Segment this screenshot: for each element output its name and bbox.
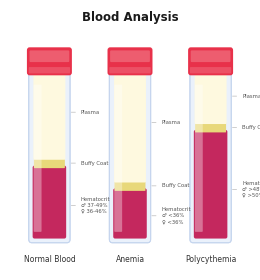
Text: Hematocrit
♂ >48%
♀ >50%: Hematocrit ♂ >48% ♀ >50% bbox=[232, 181, 260, 198]
FancyBboxPatch shape bbox=[190, 67, 231, 73]
FancyBboxPatch shape bbox=[109, 67, 151, 73]
Text: Buffy Coat: Buffy Coat bbox=[232, 125, 260, 130]
Text: Blood Analysis: Blood Analysis bbox=[82, 11, 178, 24]
Text: Plasma: Plasma bbox=[232, 94, 260, 99]
FancyBboxPatch shape bbox=[114, 73, 146, 183]
FancyBboxPatch shape bbox=[195, 122, 226, 132]
FancyBboxPatch shape bbox=[34, 85, 42, 232]
FancyBboxPatch shape bbox=[191, 50, 231, 62]
FancyBboxPatch shape bbox=[29, 68, 70, 243]
FancyBboxPatch shape bbox=[194, 73, 227, 124]
FancyBboxPatch shape bbox=[114, 85, 122, 232]
Text: Hematocrit
♂ 37-49%
♀ 36-46%: Hematocrit ♂ 37-49% ♀ 36-46% bbox=[71, 197, 110, 214]
FancyBboxPatch shape bbox=[109, 68, 151, 243]
FancyBboxPatch shape bbox=[113, 188, 147, 239]
Text: Buffy Coat: Buffy Coat bbox=[71, 161, 108, 165]
FancyBboxPatch shape bbox=[108, 47, 152, 75]
Text: Plasma: Plasma bbox=[71, 110, 100, 115]
Text: Hematocrit
♂ <36%
♀ <36%: Hematocrit ♂ <36% ♀ <36% bbox=[152, 207, 191, 224]
FancyBboxPatch shape bbox=[34, 73, 66, 160]
FancyBboxPatch shape bbox=[194, 130, 227, 239]
FancyBboxPatch shape bbox=[29, 67, 70, 73]
Text: Anemia: Anemia bbox=[115, 255, 145, 263]
FancyBboxPatch shape bbox=[195, 85, 203, 232]
FancyBboxPatch shape bbox=[30, 50, 69, 62]
FancyBboxPatch shape bbox=[34, 158, 65, 168]
FancyBboxPatch shape bbox=[190, 68, 231, 243]
Text: Normal Blood: Normal Blood bbox=[23, 255, 75, 263]
Text: Buffy Coat: Buffy Coat bbox=[152, 183, 189, 188]
FancyBboxPatch shape bbox=[188, 47, 233, 75]
FancyBboxPatch shape bbox=[114, 180, 146, 191]
FancyBboxPatch shape bbox=[33, 166, 66, 239]
Text: Plasma: Plasma bbox=[152, 120, 181, 125]
Text: Polycythemia: Polycythemia bbox=[185, 255, 236, 263]
FancyBboxPatch shape bbox=[110, 50, 150, 62]
FancyBboxPatch shape bbox=[27, 47, 72, 75]
